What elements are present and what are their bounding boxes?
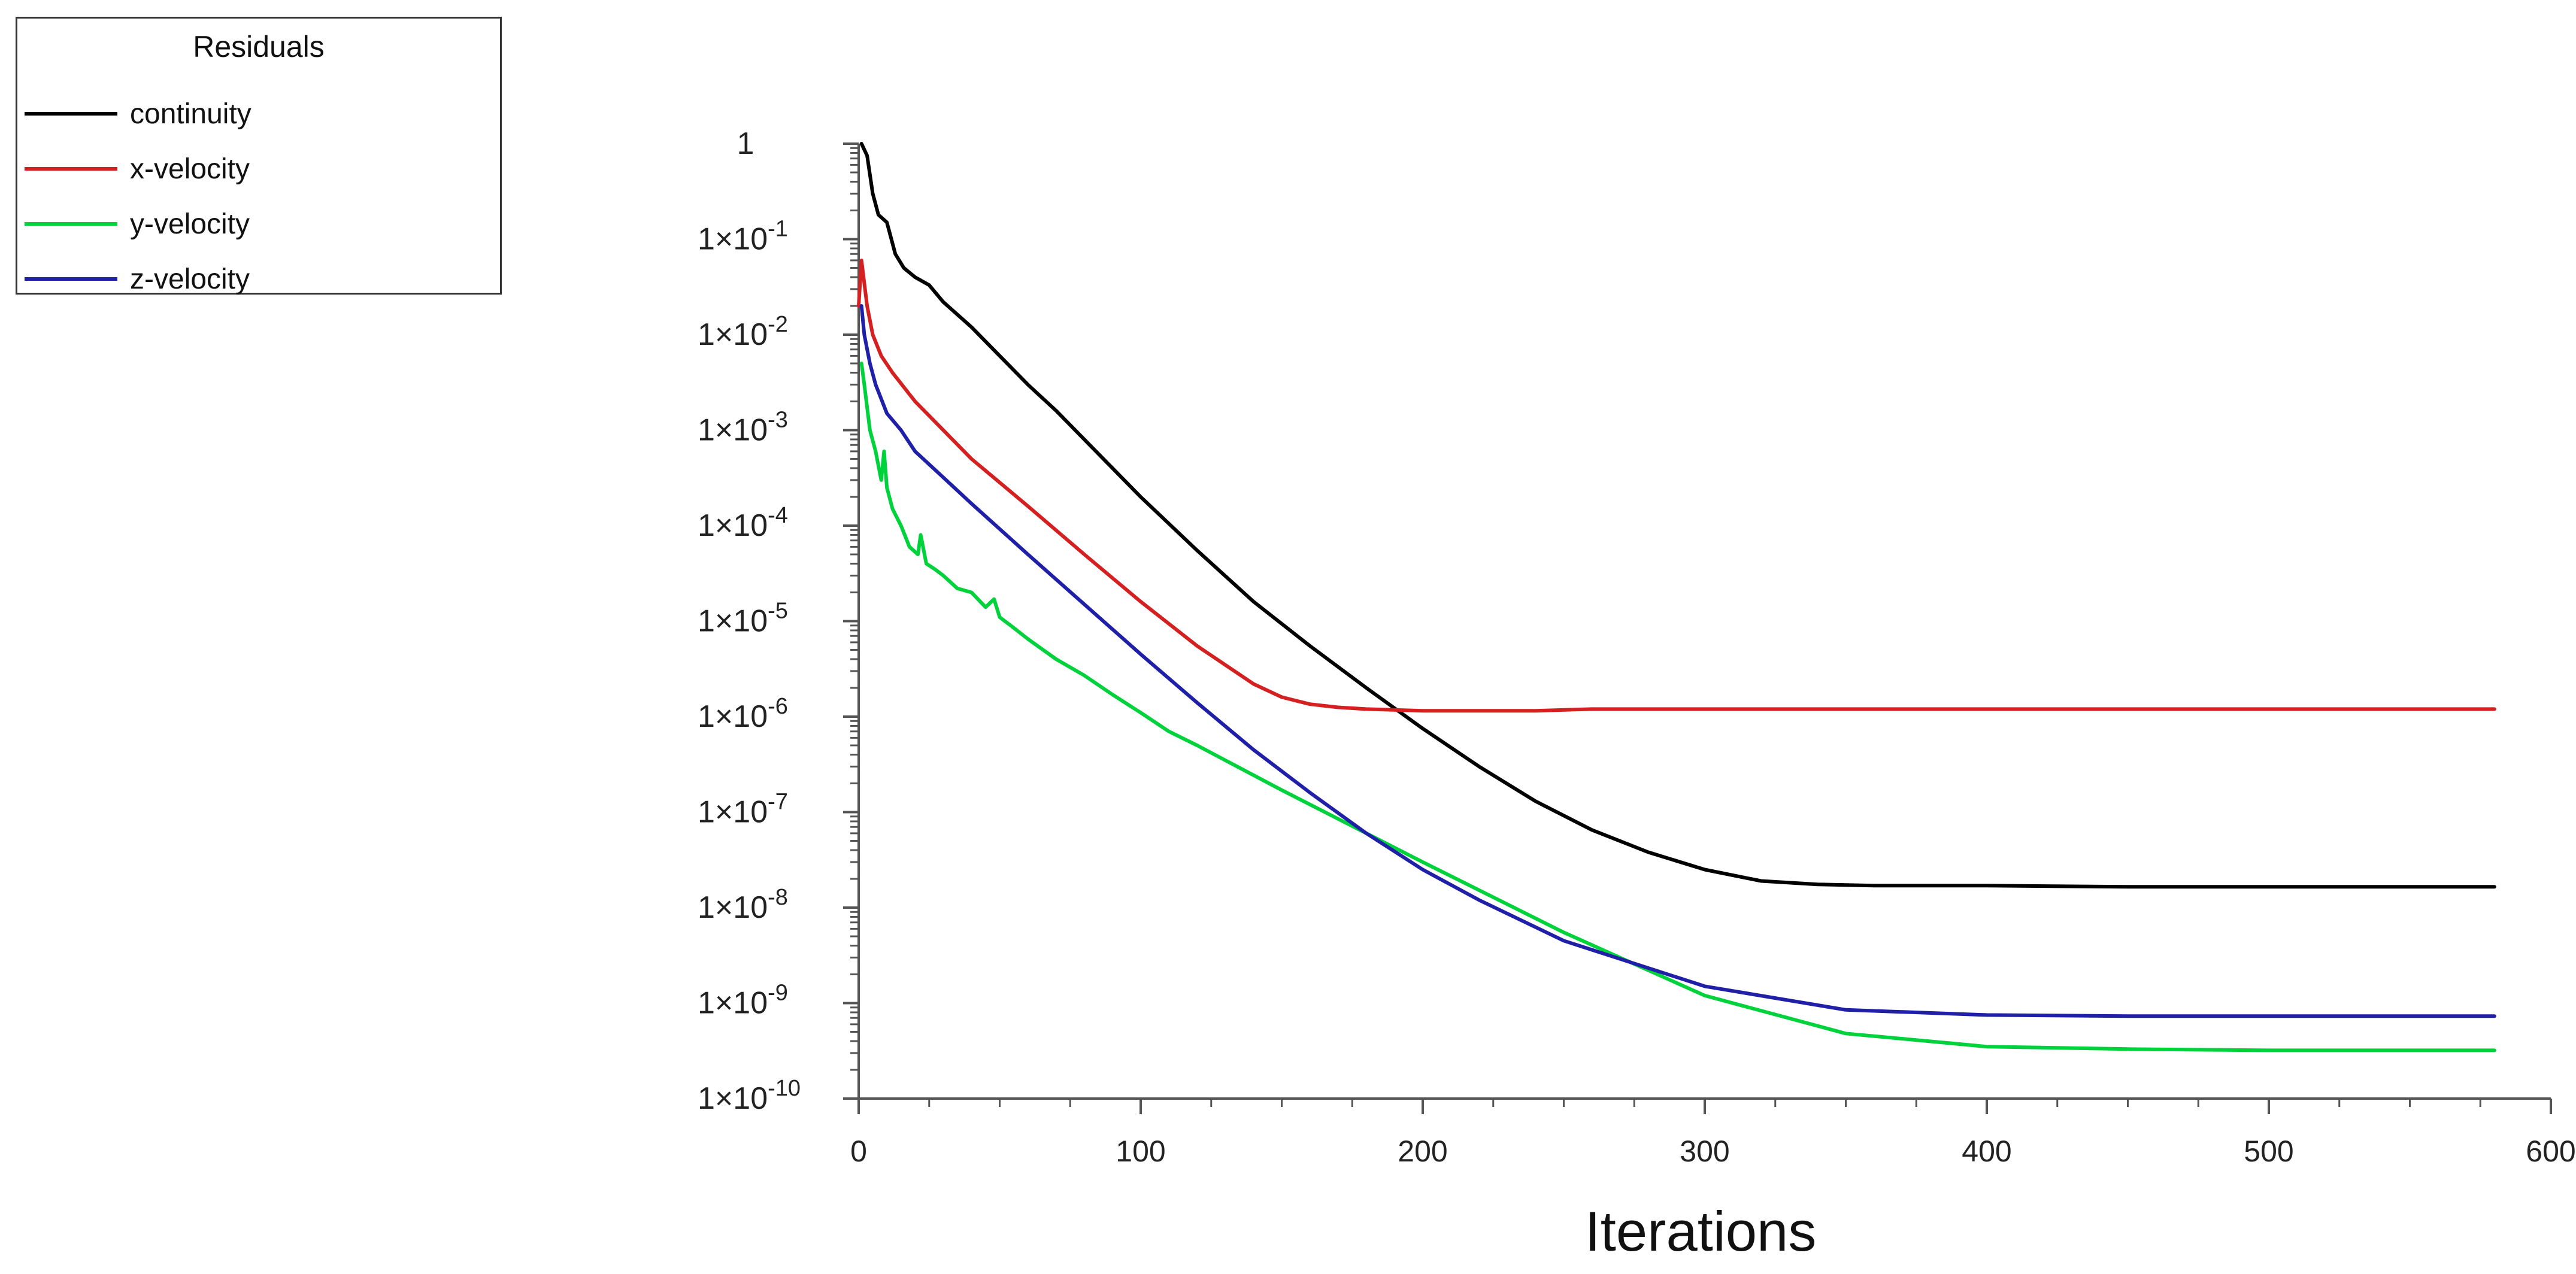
y-tick-label: 1×10-8 [698, 885, 788, 925]
legend-label: continuity [130, 98, 251, 130]
y-tick-label: 1×10-4 [698, 503, 788, 543]
x-tick-label: 0 [850, 1135, 867, 1168]
y-tick-label: 1×10-10 [698, 1076, 801, 1116]
y-tick-label: 1×10-6 [698, 694, 788, 734]
legend: Residuals continuity x-velocity y-velocity… [16, 17, 502, 295]
series-line-continuity [859, 142, 2496, 889]
x-tick-label: 300 [1680, 1135, 1729, 1168]
axes [843, 142, 2552, 1114]
x-tick-label: 400 [1962, 1135, 2011, 1168]
x-tick-label: 100 [1116, 1135, 1165, 1168]
legend-entry-y-velocity: y-velocity [25, 208, 492, 241]
y-tick-label: 1×10-9 [698, 981, 788, 1021]
legend-entry-x-velocity: x-velocity [25, 153, 492, 186]
plot-area [857, 142, 2496, 1052]
legend-swatch [25, 222, 117, 226]
series-line-z-velocity [859, 304, 2496, 1018]
series-line-y-velocity [859, 362, 2496, 1052]
y-tick-label: 1×10-5 [698, 599, 788, 639]
legend-swatch [25, 112, 117, 116]
x-tick-label: 500 [2244, 1135, 2293, 1168]
legend-label: y-velocity [130, 208, 250, 240]
tick-labels: 0 100 200 300 400 500 600 1 1×10-1 1×10-2 1×10-3 1×… [698, 126, 2576, 1168]
y-tick-label: 1×10-1 [698, 217, 788, 257]
legend-swatch [25, 167, 117, 171]
series-line-x-velocity [857, 258, 2496, 713]
x-axis-label: Iterations [1584, 1200, 1817, 1263]
legend-entry-continuity: continuity [25, 98, 492, 131]
legend-title: Residuals [193, 30, 325, 63]
legend-label: x-velocity [130, 153, 250, 185]
y-tick-label: 1×10-3 [698, 408, 788, 448]
y-tick-label: 1 [737, 126, 754, 161]
x-tick-label: 200 [1398, 1135, 1447, 1168]
x-tick-label: 600 [2526, 1135, 2575, 1168]
legend-label: z-velocity [130, 263, 250, 295]
legend-swatch [25, 277, 117, 281]
legend-entry-z-velocity: z-velocity [25, 263, 492, 296]
y-tick-label: 1×10-2 [698, 312, 788, 352]
y-tick-label: 1×10-7 [698, 790, 788, 830]
